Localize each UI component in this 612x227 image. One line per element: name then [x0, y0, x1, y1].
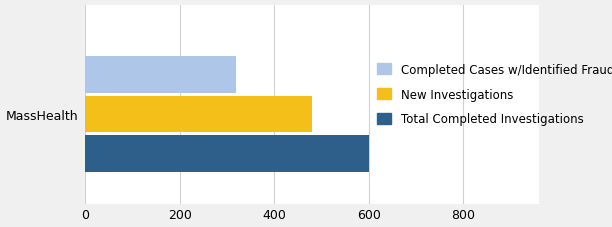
Bar [85, 96, 312, 133]
Bar [85, 57, 236, 94]
Legend: Completed Cases w/Identified Fraud, New Investigations, Total Completed Investig: Completed Cases w/Identified Fraud, New … [377, 64, 612, 126]
Bar [85, 136, 369, 172]
